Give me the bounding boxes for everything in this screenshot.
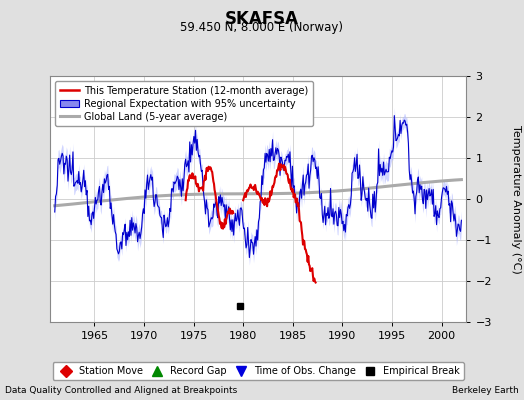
Y-axis label: Temperature Anomaly (°C): Temperature Anomaly (°C) xyxy=(511,125,521,273)
Text: Data Quality Controlled and Aligned at Breakpoints: Data Quality Controlled and Aligned at B… xyxy=(5,386,237,395)
Text: Berkeley Earth: Berkeley Earth xyxy=(452,386,519,395)
Legend: Station Move, Record Gap, Time of Obs. Change, Empirical Break: Station Move, Record Gap, Time of Obs. C… xyxy=(52,362,464,380)
Text: SKAFSA: SKAFSA xyxy=(225,10,299,28)
Text: 59.450 N, 8.000 E (Norway): 59.450 N, 8.000 E (Norway) xyxy=(180,21,344,34)
